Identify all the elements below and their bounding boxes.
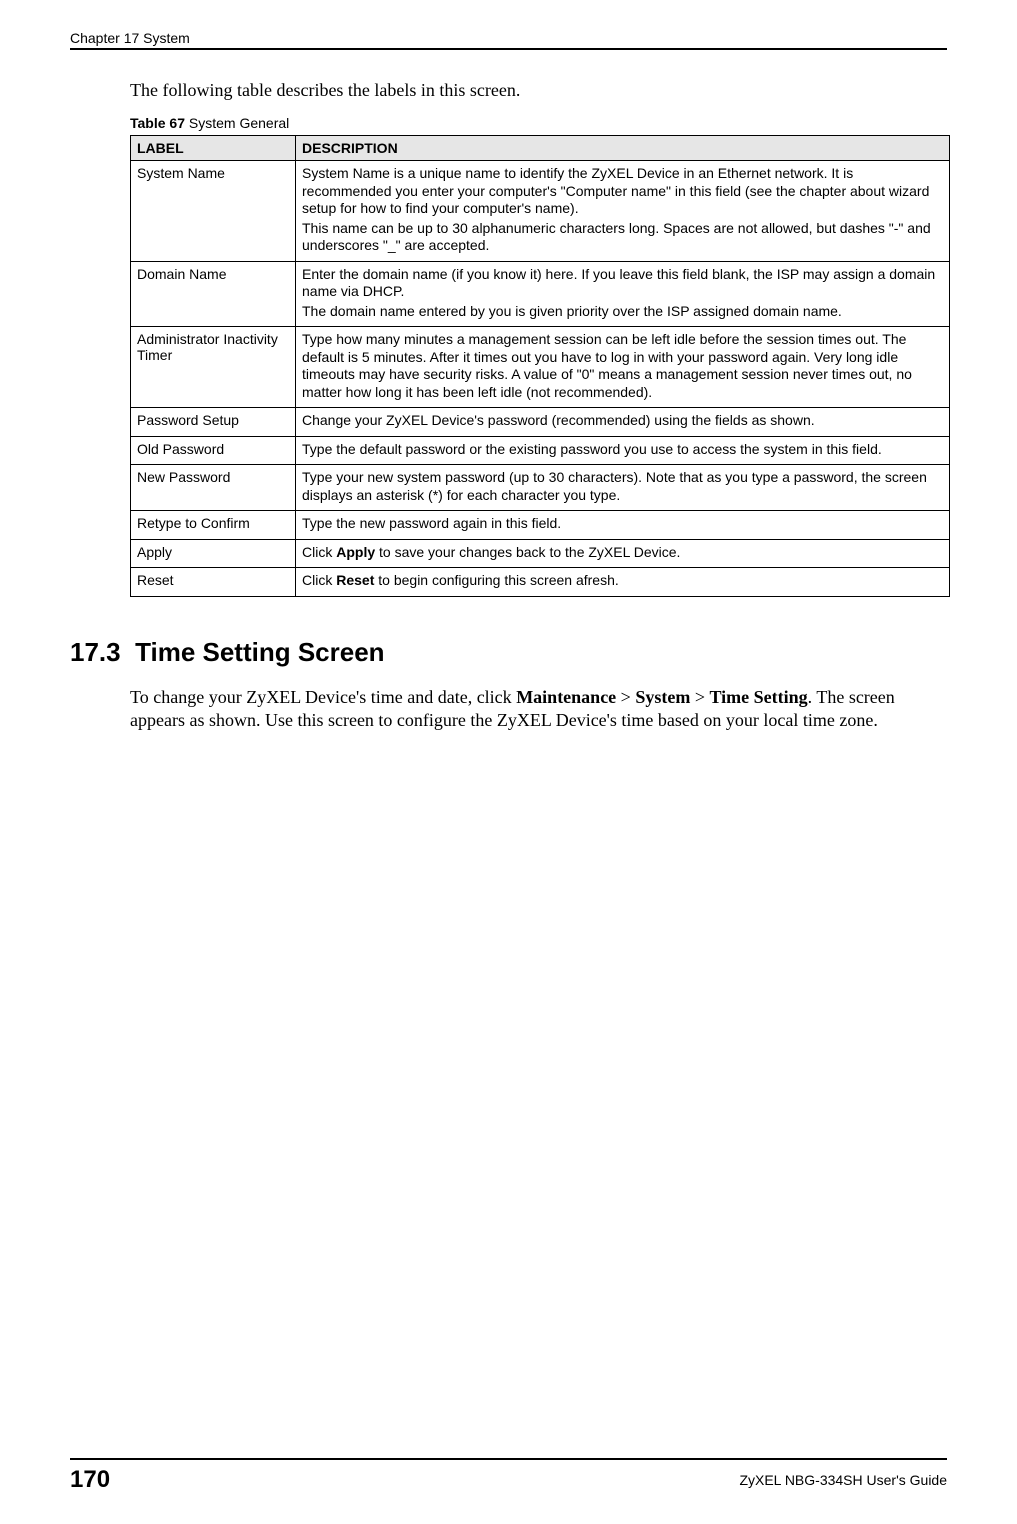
row-label: System Name — [131, 161, 296, 262]
row-desc: Type how many minutes a management sessi… — [296, 327, 950, 408]
desc-para: Click Reset to begin configuring this sc… — [302, 572, 943, 590]
footer-row: 170 ZyXEL NBG-334SH User's Guide — [70, 1466, 947, 1494]
table-caption: Table 67 System General — [130, 115, 947, 131]
footer-rule — [70, 1458, 947, 1460]
table-row: Retype to Confirm Type the new password … — [131, 511, 950, 540]
breadcrumb-3: Time Setting — [709, 687, 807, 707]
row-label: Apply — [131, 539, 296, 568]
chapter-label: Chapter 17 System — [70, 30, 190, 46]
breadcrumb-1: Maintenance — [516, 687, 616, 707]
desc-para: Type the new password again in this fiel… — [302, 515, 943, 533]
col-header-label: LABEL — [131, 136, 296, 161]
table-row: Administrator Inactivity Timer Type how … — [131, 327, 950, 408]
desc-bold: Apply — [336, 544, 375, 560]
section-heading: 17.3 Time Setting Screen — [70, 637, 947, 668]
desc-pre: Click — [302, 572, 336, 588]
desc-para: System Name is a unique name to identify… — [302, 165, 943, 218]
row-desc: System Name is a unique name to identify… — [296, 161, 950, 262]
row-desc: Enter the domain name (if you know it) h… — [296, 261, 950, 327]
desc-bold: Reset — [336, 572, 374, 588]
table-row: New Password Type your new system passwo… — [131, 465, 950, 511]
desc-para: Type your new system password (up to 30 … — [302, 469, 943, 504]
row-desc: Change your ZyXEL Device's password (rec… — [296, 408, 950, 437]
desc-para: Type how many minutes a management sessi… — [302, 331, 943, 401]
section-number: 17.3 — [70, 637, 121, 667]
system-general-table: LABEL DESCRIPTION System Name System Nam… — [130, 135, 950, 597]
row-label: New Password — [131, 465, 296, 511]
desc-pre: Click — [302, 544, 336, 560]
row-desc: Type the new password again in this fiel… — [296, 511, 950, 540]
table-row: Old Password Type the default password o… — [131, 436, 950, 465]
table-row: System Name System Name is a unique name… — [131, 161, 950, 262]
row-desc: Click Apply to save your changes back to… — [296, 539, 950, 568]
row-label: Old Password — [131, 436, 296, 465]
intro-paragraph: The following table describes the labels… — [130, 80, 947, 101]
desc-para: Enter the domain name (if you know it) h… — [302, 266, 943, 301]
page-number: 170 — [70, 1466, 110, 1494]
guide-title: ZyXEL NBG-334SH User's Guide — [739, 1472, 947, 1488]
col-header-description: DESCRIPTION — [296, 136, 950, 161]
desc-para: Type the default password or the existin… — [302, 441, 943, 459]
table-row: Reset Click Reset to begin configuring t… — [131, 568, 950, 597]
section-body: To change your ZyXEL Device's time and d… — [130, 686, 947, 733]
section-body-pre: To change your ZyXEL Device's time and d… — [130, 687, 516, 707]
breadcrumb-sep: > — [616, 687, 635, 707]
desc-post: to begin configuring this screen afresh. — [374, 572, 618, 588]
table-row: Domain Name Enter the domain name (if yo… — [131, 261, 950, 327]
row-desc: Type the default password or the existin… — [296, 436, 950, 465]
table-title: System General — [185, 115, 289, 131]
table-header-row: LABEL DESCRIPTION — [131, 136, 950, 161]
row-desc: Click Reset to begin configuring this sc… — [296, 568, 950, 597]
desc-para: Change your ZyXEL Device's password (rec… — [302, 412, 943, 430]
row-label: Reset — [131, 568, 296, 597]
desc-post: to save your changes back to the ZyXEL D… — [375, 544, 680, 560]
row-label: Retype to Confirm — [131, 511, 296, 540]
breadcrumb-sep: > — [690, 687, 709, 707]
running-header: Chapter 17 System — [70, 30, 947, 48]
breadcrumb-2: System — [635, 687, 690, 707]
row-label: Administrator Inactivity Timer — [131, 327, 296, 408]
desc-para: Click Apply to save your changes back to… — [302, 544, 943, 562]
row-desc: Type your new system password (up to 30 … — [296, 465, 950, 511]
page-container: Chapter 17 System The following table de… — [0, 0, 1017, 1524]
table-row: Apply Click Apply to save your changes b… — [131, 539, 950, 568]
desc-para: This name can be up to 30 alphanumeric c… — [302, 220, 943, 255]
header-rule — [70, 48, 947, 50]
section-title: Time Setting Screen — [135, 637, 385, 667]
row-label: Domain Name — [131, 261, 296, 327]
row-label: Password Setup — [131, 408, 296, 437]
page-footer: 170 ZyXEL NBG-334SH User's Guide — [70, 1458, 947, 1494]
table-number: Table 67 — [130, 115, 185, 131]
table-row: Password Setup Change your ZyXEL Device'… — [131, 408, 950, 437]
desc-para: The domain name entered by you is given … — [302, 303, 943, 321]
